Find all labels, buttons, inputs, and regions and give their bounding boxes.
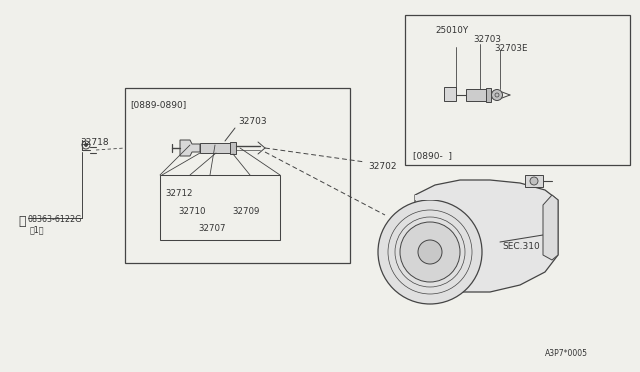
Text: 32702: 32702	[368, 162, 397, 171]
Text: [0889-0890]: [0889-0890]	[130, 100, 186, 109]
Circle shape	[378, 200, 482, 304]
Bar	[200, 143, 232, 153]
Circle shape	[418, 240, 442, 264]
Circle shape	[84, 144, 88, 147]
Text: 08363-6122G: 08363-6122G	[28, 215, 83, 224]
Polygon shape	[415, 180, 558, 292]
Circle shape	[530, 177, 538, 185]
Text: 32709: 32709	[232, 207, 259, 216]
Text: 32703: 32703	[238, 117, 267, 126]
Text: （1）: （1）	[30, 225, 45, 234]
Polygon shape	[543, 195, 558, 260]
Bar	[160, 175, 280, 240]
Bar	[466, 89, 488, 101]
Bar	[444, 87, 456, 101]
Text: 32703: 32703	[473, 35, 501, 44]
Bar	[486, 88, 491, 102]
Text: 32712: 32712	[165, 189, 193, 198]
Circle shape	[492, 90, 502, 100]
Text: A3P7*0005: A3P7*0005	[545, 349, 588, 358]
Bar	[405, 15, 630, 165]
Text: 32703E: 32703E	[494, 44, 527, 53]
Bar	[525, 175, 543, 187]
Bar	[415, 195, 450, 200]
Text: Ⓢ: Ⓢ	[18, 215, 26, 228]
Circle shape	[400, 222, 460, 282]
Text: 32710: 32710	[178, 207, 205, 216]
Text: 32718: 32718	[80, 138, 109, 147]
Text: [0890-  ]: [0890- ]	[413, 151, 452, 160]
Text: 25010Y: 25010Y	[435, 26, 468, 35]
Polygon shape	[180, 140, 200, 156]
Bar	[230, 142, 236, 154]
Text: 32707: 32707	[198, 224, 225, 233]
Text: SEC.310: SEC.310	[502, 242, 540, 251]
Bar	[125, 88, 350, 263]
